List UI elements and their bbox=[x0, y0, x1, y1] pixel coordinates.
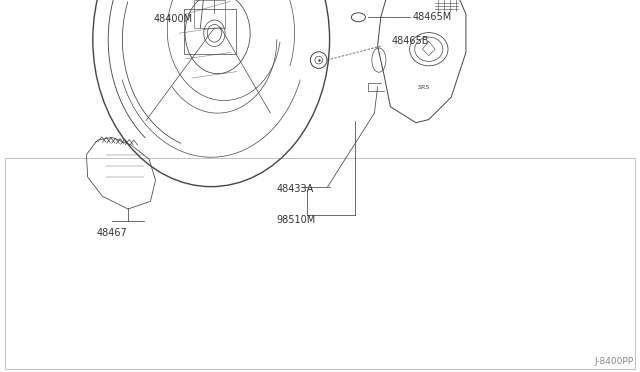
Text: J-8400PP: J-8400PP bbox=[595, 357, 634, 366]
Text: 48400M: 48400M bbox=[153, 13, 193, 23]
Text: 48467: 48467 bbox=[97, 228, 127, 238]
Text: 98510M: 98510M bbox=[276, 215, 316, 225]
Text: 48465B: 48465B bbox=[392, 36, 429, 46]
Text: 48465M: 48465M bbox=[413, 12, 452, 22]
Text: SRS: SRS bbox=[417, 85, 430, 90]
Text: 48433A: 48433A bbox=[276, 183, 314, 193]
